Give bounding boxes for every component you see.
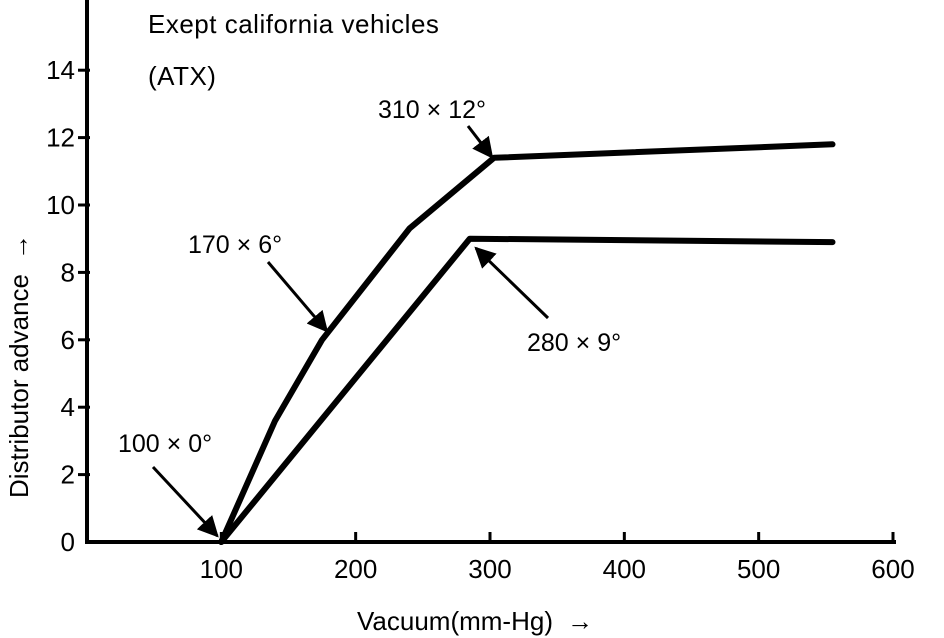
y-tick-label: 0 [61, 527, 75, 557]
callout-100x0-arrow [151, 465, 219, 538]
x-tick-label: 100 [200, 554, 243, 584]
y-tick-label: 6 [61, 325, 75, 355]
y-tick-label: 2 [61, 460, 75, 490]
x-axis-title: Vacuum(mm-Hg) → [357, 606, 593, 636]
y-tick-label: 14 [46, 55, 75, 85]
callout-280x9-label: 280 × 9° [527, 329, 621, 357]
callout-280x9-arrow [474, 246, 550, 320]
callout-170x6: 170 × 6° [188, 231, 329, 333]
y-tick-label: 12 [46, 123, 75, 153]
callout-310x12: 310 × 12° [378, 96, 494, 159]
callout-170x6-arrow [266, 261, 329, 333]
callout-310x12-label: 310 × 12° [378, 96, 486, 124]
upper-advance-line [218, 141, 836, 545]
x-tick-label: 200 [334, 554, 377, 584]
chart-header-line-2: (ATX) [148, 61, 216, 91]
lower-advance-line [218, 235, 836, 545]
y-tick-label: 4 [61, 392, 75, 422]
y-tick-label: 8 [61, 257, 75, 287]
callout-100x0: 100 × 0° [118, 430, 219, 538]
callout-170x6-label: 170 × 6° [188, 231, 282, 259]
x-axis-arrow: → [567, 606, 593, 636]
x-tick-label: 300 [468, 554, 511, 584]
y-axis-title: Distributor advance→ [4, 234, 34, 498]
callout-310x12-arrow [466, 125, 494, 159]
x-tick-label: 600 [871, 554, 914, 584]
callout-annotations: 310 × 12° 170 × 6° 280 × 9° 100 × 0° [118, 96, 621, 538]
callout-100x0-label: 100 × 0° [118, 430, 212, 458]
y-axis-arrow: → [4, 234, 34, 260]
series-lines [218, 141, 836, 545]
chart-header-line-1: Exept california vehicles [148, 9, 439, 39]
x-tick-label: 500 [737, 554, 780, 584]
callout-280x9: 280 × 9° [474, 246, 621, 357]
axis-ticks: 100 200 300 400 500 600 0 2 4 6 8 10 12 14 [46, 55, 915, 584]
x-tick-label: 400 [603, 554, 646, 584]
y-tick-label: 10 [46, 190, 75, 220]
